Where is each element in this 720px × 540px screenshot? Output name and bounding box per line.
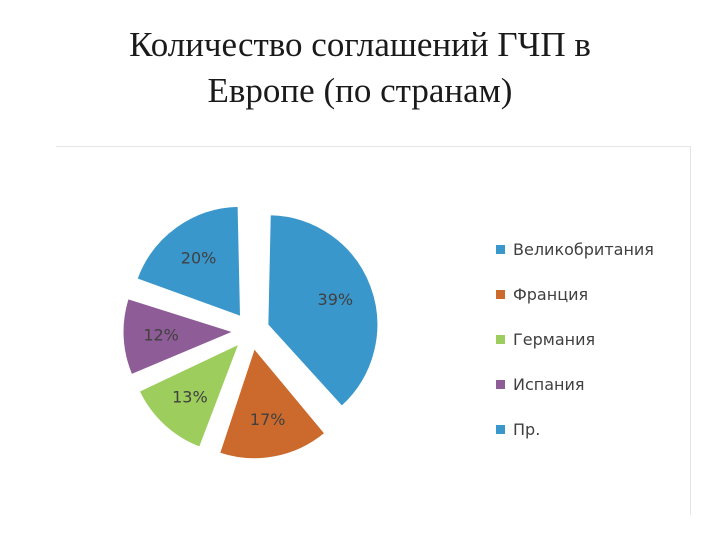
pie-slice-label-4: 12% (143, 326, 179, 345)
pie-slice-3 (138, 343, 240, 448)
page-title: Количество соглашений ГЧП в Европе (по с… (40, 22, 680, 114)
pie-slice-1 (267, 214, 379, 407)
legend-swatch (496, 335, 505, 344)
legend-swatch (496, 245, 505, 254)
pie-slice-4 (122, 298, 235, 376)
legend-item-2: Франция (496, 272, 654, 317)
pie-slice-label-3: 13% (172, 388, 208, 407)
legend-label: Франция (513, 285, 589, 304)
pie-chart: 39% 17% 13% 12% 20% (122, 205, 379, 460)
legend-label: Пр. (513, 420, 541, 439)
legend-item-5: Пр. (496, 407, 654, 452)
legend-item-1: Великобритания (496, 227, 654, 272)
legend-swatch (496, 425, 505, 434)
page-title-line-1: Количество соглашений ГЧП в (129, 25, 591, 64)
chart-area: 39% 17% 13% 12% 20% Великобритания Франция Гер… (56, 146, 691, 515)
pie-slice-label-2: 17% (250, 410, 286, 429)
legend-label: Германия (513, 330, 596, 349)
pie-slice-2 (219, 347, 326, 460)
legend-label: Испания (513, 375, 585, 394)
pie-slice-label-5: 20% (181, 248, 217, 267)
page-title-line-2: Европе (по странам) (207, 71, 513, 110)
chart-legend: Великобритания Франция Германия Испания Пр. (496, 227, 654, 452)
pie-slice-label-1: 39% (318, 290, 354, 309)
legend-item-3: Германия (496, 317, 654, 362)
legend-swatch (496, 290, 505, 299)
legend-swatch (496, 380, 505, 389)
pie-slice-5 (136, 205, 242, 318)
legend-label: Великобритания (513, 240, 654, 259)
legend-item-4: Испания (496, 362, 654, 407)
